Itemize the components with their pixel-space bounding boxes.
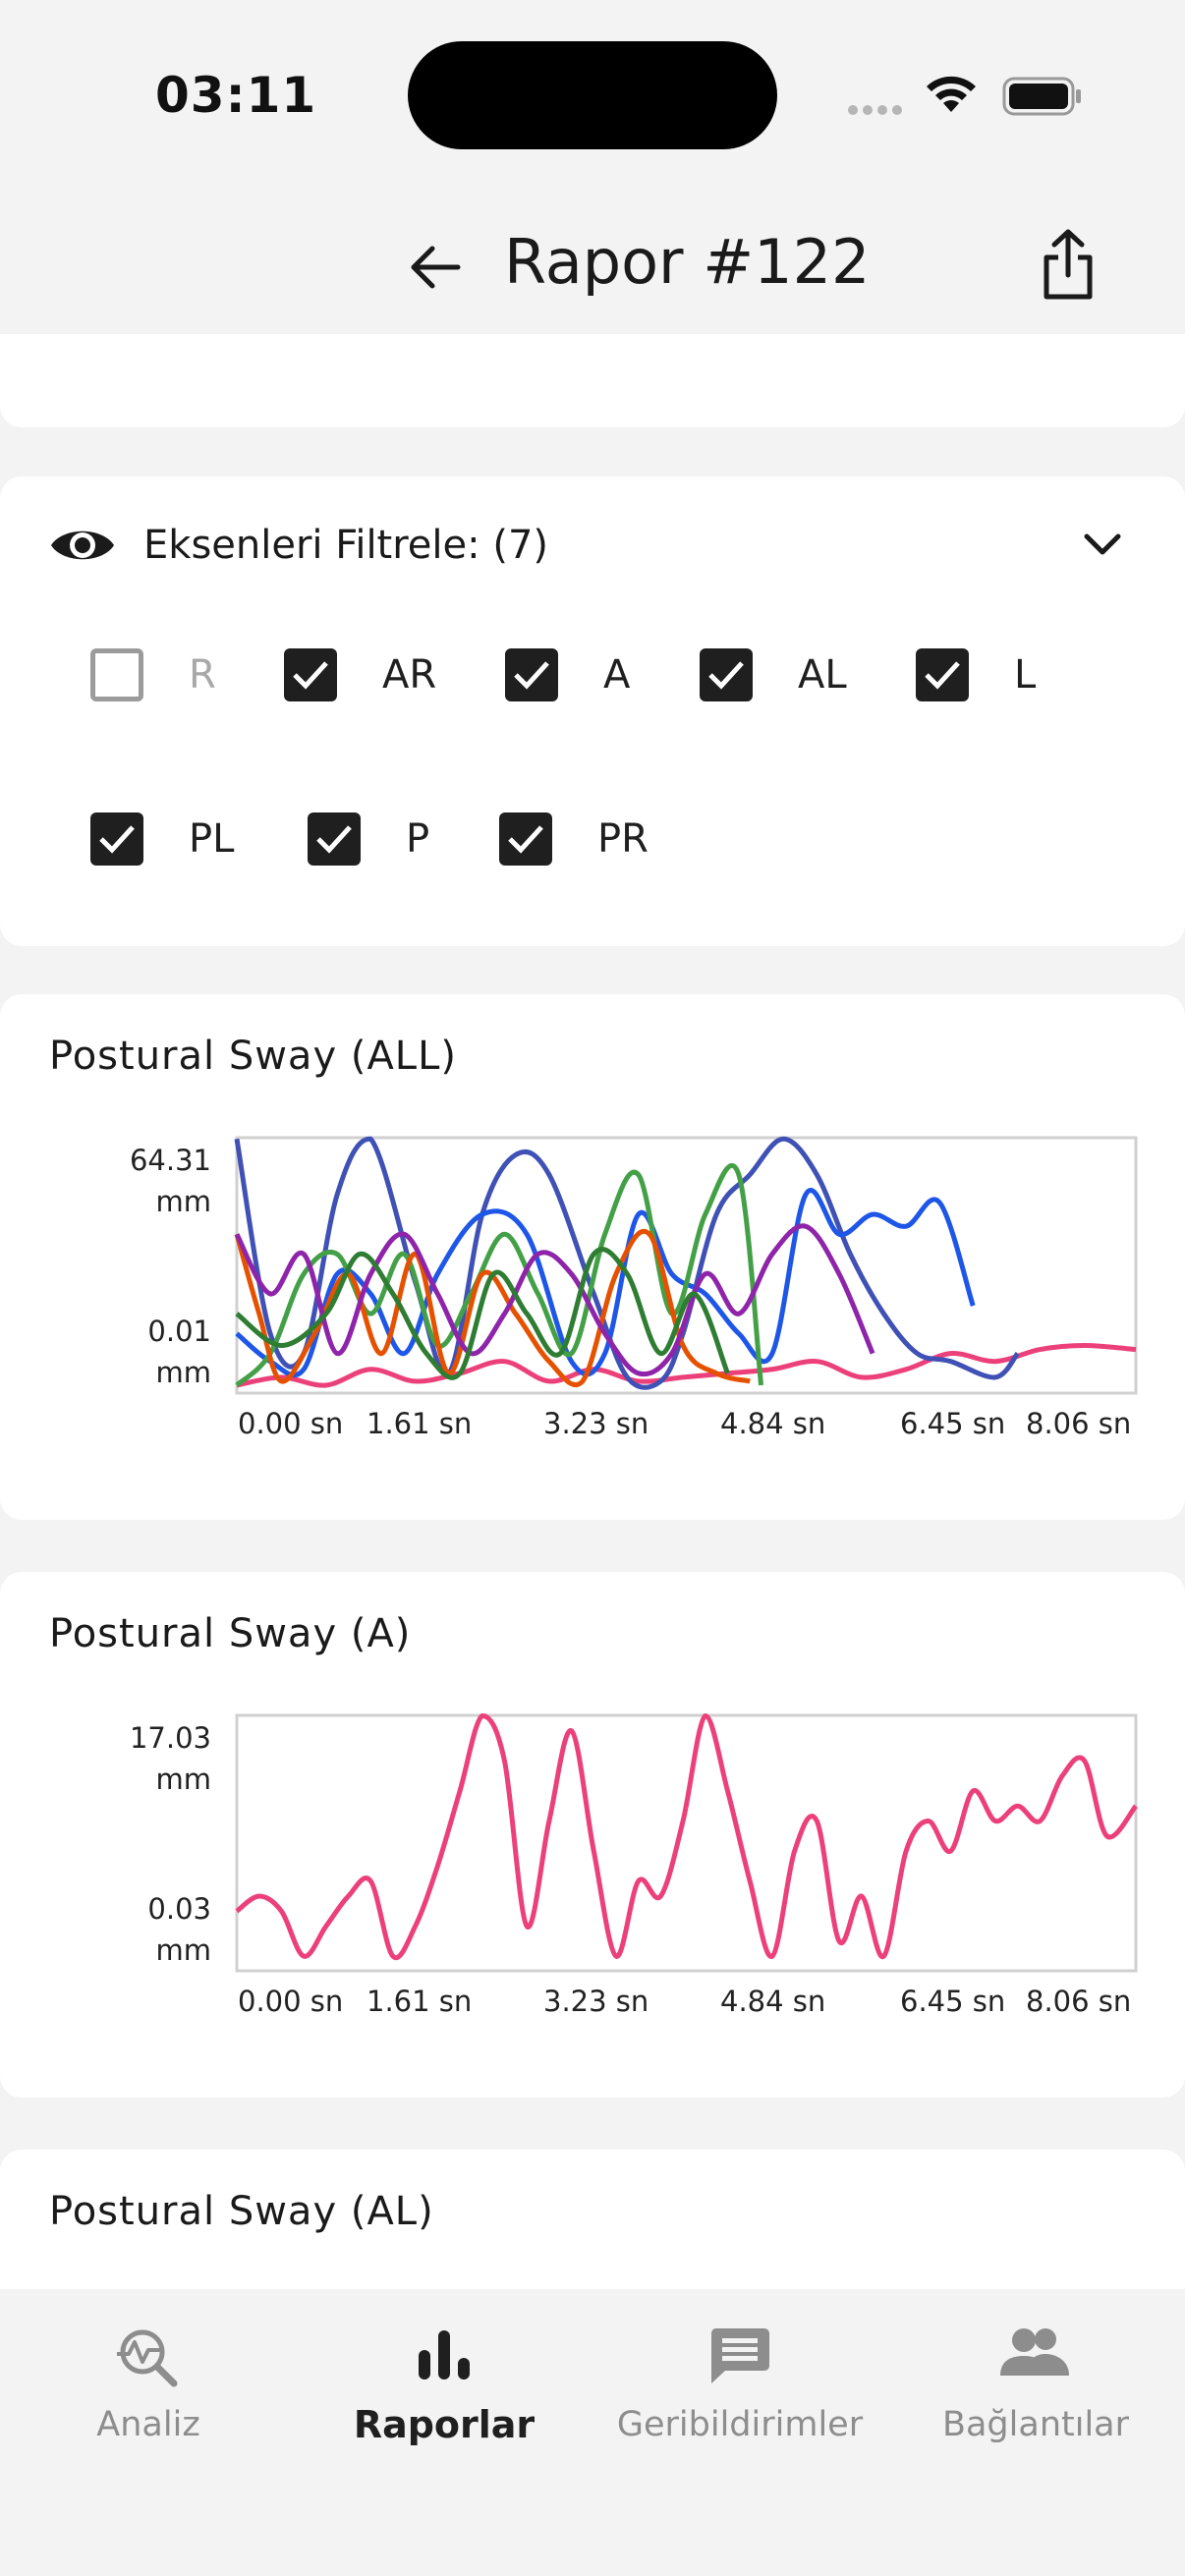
share-icon[interactable]: [1037, 226, 1100, 305]
y-tick-max: 64.31 mm: [129, 1144, 211, 1218]
bar-chart-icon: [419, 2330, 470, 2380]
checkbox-al[interactable]: AL: [700, 648, 847, 701]
x-tick-label: 4.84 sn: [720, 1407, 826, 1440]
x-tick-label: 0.00 sn: [238, 1985, 344, 2018]
series-line-0: [235, 1712, 1138, 1961]
x-tick-label: 1.61 sn: [367, 1407, 473, 1440]
chevron-down-icon[interactable]: [1081, 531, 1124, 560]
chart-card-all: Postural Sway (ALL) 64.31 mm 0.01 mm 0.0…: [0, 994, 1185, 1520]
people-icon: [1000, 2328, 1069, 2376]
wifi-icon: [927, 76, 976, 112]
checkbox-ar[interactable]: AR: [284, 648, 436, 701]
chart-a: [235, 1712, 1138, 1973]
x-tick-label: 8.06 sn: [1026, 1985, 1132, 2018]
checkbox-label: AL: [798, 652, 847, 698]
nav-label: Geribildirimler: [616, 2405, 864, 2444]
checkbox-box[interactable]: [700, 648, 753, 701]
eye-icon: [51, 531, 114, 560]
y-tick-min: 0.03 mm: [147, 1892, 211, 1967]
check-icon: [925, 661, 960, 690]
checkbox-p[interactable]: P: [308, 812, 429, 866]
plot-frame: [235, 1136, 1138, 1395]
x-tick-label: 8.06 sn: [1026, 1407, 1132, 1440]
chart-card-a: Postural Sway (A) 17.03 mm 0.03 mm 0.00 …: [0, 1572, 1185, 2098]
cellular-signal-icon: [848, 102, 907, 120]
checkbox-pr[interactable]: PR: [499, 812, 649, 866]
checkbox-label: P: [406, 816, 430, 862]
nav-label: Bağlantılar: [941, 2405, 1130, 2444]
checkbox-box[interactable]: [499, 812, 552, 866]
check-icon: [508, 825, 543, 854]
bottom-navigation: Analiz Raporlar Geribildirimler: [0, 2289, 1185, 2576]
axis-filter-card: Eksenleri Filtrele: (7) R AR A AL L PL P…: [0, 476, 1185, 946]
checkbox-label: AR: [382, 652, 437, 698]
status-time: 03:11: [155, 67, 317, 124]
checkbox-label: PR: [597, 816, 649, 862]
series-line-1: [234, 1136, 1020, 1390]
checkbox-box[interactable]: [505, 648, 558, 701]
axis-filter-title: Eksenleri Filtrele: (7): [143, 523, 548, 568]
x-tick-label: 1.61 sn: [367, 1985, 473, 2018]
series-line-3: [235, 1163, 764, 1387]
chart-title-al: Postural Sway (AL): [49, 2189, 434, 2234]
x-tick-label: 3.23 sn: [543, 1985, 649, 2018]
y-tick-min: 0.01 mm: [147, 1315, 211, 1389]
nav-item-baglantilar[interactable]: Bağlantılar: [887, 2289, 1184, 2456]
checkbox-label: A: [603, 652, 631, 698]
chart-title-a: Postural Sway (A): [49, 1611, 412, 1656]
x-tick-label: 6.45 sn: [900, 1985, 1006, 2018]
check-icon: [293, 661, 328, 690]
y-tick-max: 17.03 mm: [129, 1721, 211, 1796]
dynamic-island: [408, 41, 777, 149]
plot-frame: [235, 1713, 1138, 1973]
checkbox-box[interactable]: [90, 812, 143, 866]
checkbox-label: L: [1014, 652, 1037, 698]
nav-label: Raporlar: [353, 2403, 536, 2446]
checkbox-label: PL: [189, 816, 235, 862]
previous-card: [0, 334, 1185, 427]
battery-icon: [1002, 77, 1081, 116]
check-icon: [514, 661, 549, 690]
check-icon: [316, 825, 352, 854]
nav-label: Analiz: [96, 2405, 200, 2444]
chart-title-all: Postural Sway (ALL): [49, 1034, 457, 1079]
series-line-4: [234, 1229, 751, 1387]
nav-item-analiz[interactable]: Analiz: [0, 2289, 297, 2456]
x-tick-label: 4.84 sn: [720, 1985, 826, 2018]
checkbox-r[interactable]: R: [90, 648, 216, 701]
page-title: Rapor #122: [504, 226, 871, 298]
checkbox-box[interactable]: [284, 648, 337, 701]
series-line-6: [235, 1247, 730, 1380]
axis-filter-header[interactable]: Eksenleri Filtrele: (7): [49, 516, 548, 575]
app-bar: Rapor #122: [0, 187, 1185, 349]
x-tick-label: 0.00 sn: [238, 1407, 344, 1440]
nav-item-raporlar[interactable]: Raporlar: [296, 2289, 592, 2456]
check-icon: [99, 825, 135, 854]
checkbox-a[interactable]: A: [505, 648, 630, 701]
message-icon: [710, 2328, 769, 2383]
chart-all: [234, 1136, 1138, 1395]
check-icon: [708, 661, 744, 690]
series-line-5: [234, 1223, 875, 1377]
analysis-icon: [117, 2329, 178, 2387]
checkbox-label: R: [189, 652, 216, 698]
checkbox-l[interactable]: L: [916, 648, 1036, 701]
x-tick-label: 6.45 sn: [900, 1407, 1006, 1440]
status-bar: 03:11: [0, 0, 1185, 187]
x-tick-label: 3.23 sn: [543, 1407, 649, 1440]
checkbox-box[interactable]: [308, 812, 361, 866]
series-line-0: [236, 1343, 1137, 1388]
back-arrow-icon[interactable]: [403, 236, 466, 299]
checkbox-box[interactable]: [90, 648, 143, 701]
checkbox-pl[interactable]: PL: [90, 812, 234, 866]
nav-item-geribildirimler[interactable]: Geribildirimler: [592, 2289, 888, 2456]
checkbox-box[interactable]: [916, 648, 969, 701]
